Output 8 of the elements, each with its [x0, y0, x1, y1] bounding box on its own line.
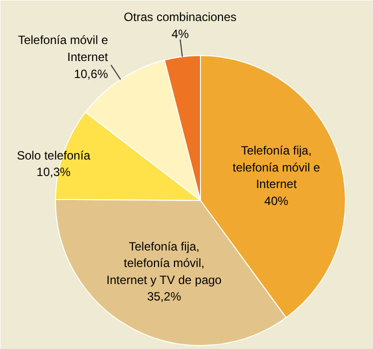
data-label: 40%: [264, 194, 289, 208]
slice-label: Otras combinaciones: [124, 10, 237, 24]
slice-label: Telefonía móvil e Internet: [18, 33, 109, 64]
data-label: 10,6%: [74, 66, 108, 81]
slice-label: Telefonía fija, telefonía móvil, Internet y TV de pago: [106, 239, 222, 287]
data-label: 4%: [171, 26, 190, 41]
data-label: 35,2%: [147, 290, 182, 304]
slice-label: Telefonía fija, telefonía móvil e Internet: [232, 144, 320, 192]
